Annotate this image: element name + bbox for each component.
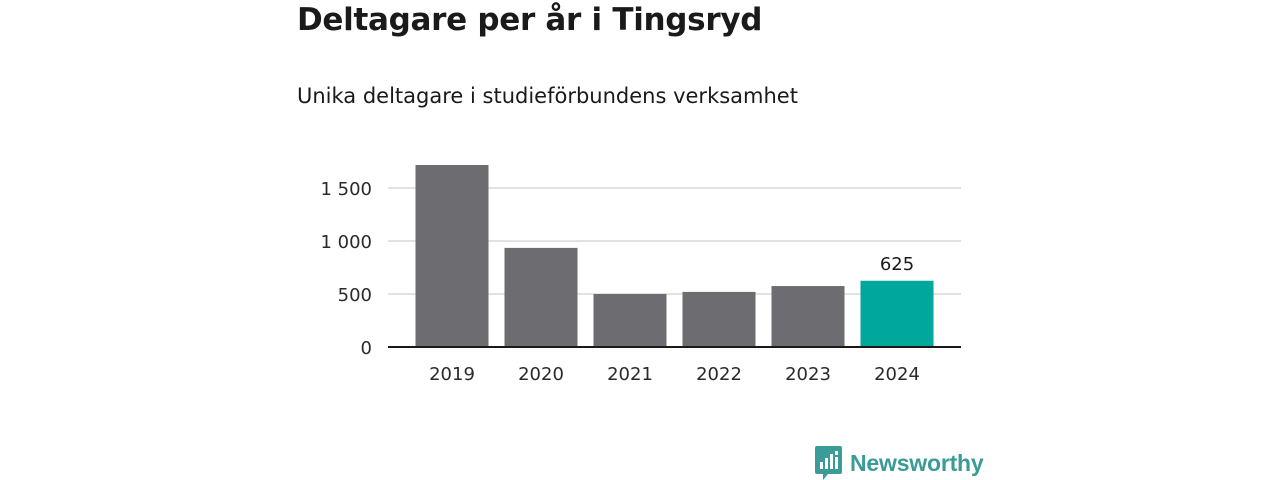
brand-name: Newsworthy	[850, 449, 984, 476]
chart-subtitle: Unika deltagare i studieförbundens verks…	[297, 84, 798, 108]
x-tick-label: 2022	[696, 364, 742, 385]
x-tick-label: 2021	[607, 364, 653, 385]
y-tick-label: 1 500	[320, 179, 372, 200]
bar	[504, 247, 578, 347]
y-tick-label: 1 000	[320, 232, 372, 253]
x-tick-label: 2020	[518, 364, 564, 385]
x-tick-label: 2023	[785, 364, 831, 385]
x-tick-label: 2019	[429, 364, 475, 385]
data-label: 625	[880, 254, 914, 275]
bar	[593, 294, 667, 347]
bar	[415, 165, 489, 347]
bar	[682, 291, 756, 347]
chart-title: Deltagare per år i Tingsryd	[297, 2, 763, 38]
newsworthy-logo-icon	[815, 446, 842, 480]
y-tick-label: 0	[361, 338, 372, 359]
newsworthy-brand: Newsworthy	[815, 446, 984, 480]
bar	[860, 280, 934, 347]
bar	[771, 286, 845, 347]
x-tick-label: 2024	[874, 364, 920, 385]
y-tick-label: 500	[338, 285, 372, 306]
